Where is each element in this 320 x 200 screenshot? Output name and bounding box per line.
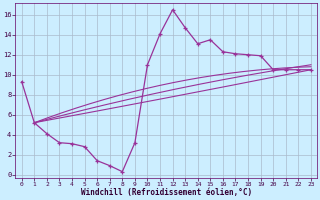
X-axis label: Windchill (Refroidissement éolien,°C): Windchill (Refroidissement éolien,°C)	[81, 188, 252, 197]
